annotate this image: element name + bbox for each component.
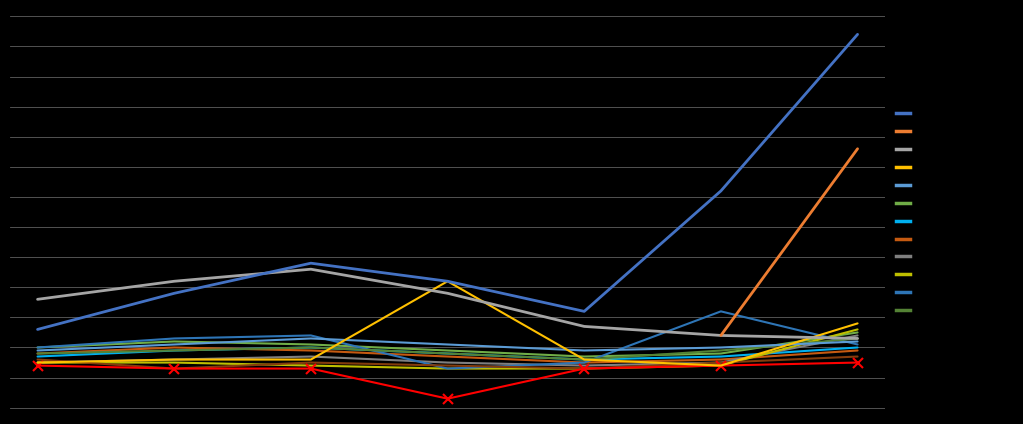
Legend: , , , , , , , , , , , : , , , , , , , , , , , [896,106,922,318]
